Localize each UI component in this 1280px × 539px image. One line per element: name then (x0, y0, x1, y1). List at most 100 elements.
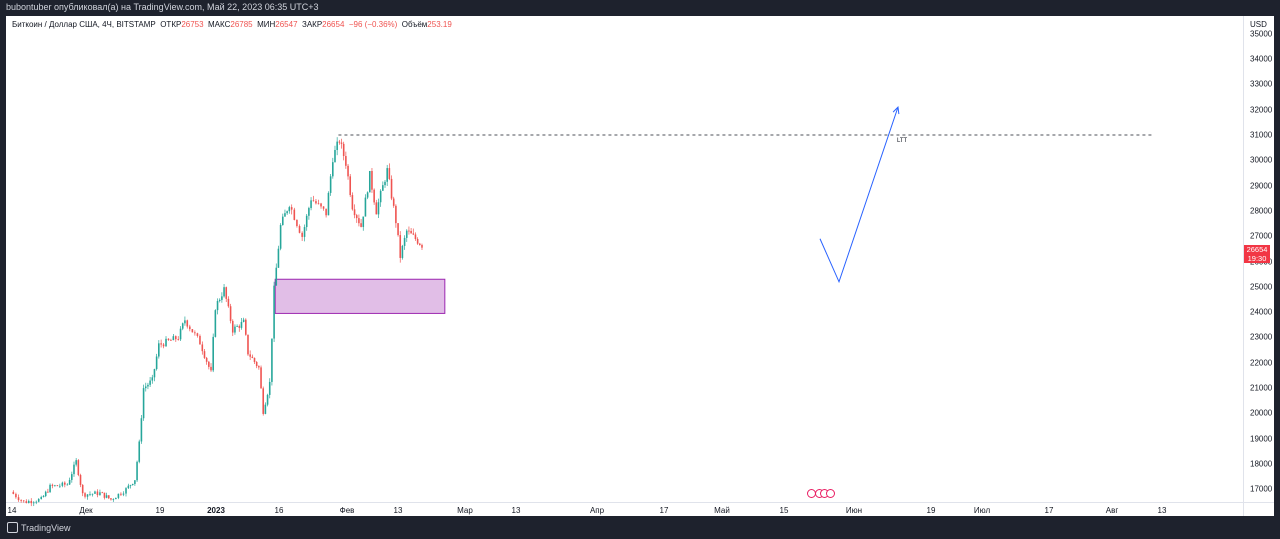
close-label: ЗАКР (301, 20, 323, 29)
candle (322, 206, 325, 211)
bar-countdown: 19:30 (1247, 254, 1267, 263)
candle (51, 483, 54, 489)
candle (101, 491, 104, 494)
candle (364, 194, 367, 217)
candle (281, 213, 284, 226)
demand-zone[interactable] (274, 278, 446, 314)
candle (199, 334, 201, 345)
price-tick-label: 28000 (1250, 206, 1273, 216)
time-tick-label: 19 (155, 506, 165, 515)
event-icon[interactable] (826, 489, 835, 498)
candle (227, 296, 230, 308)
candle (353, 204, 356, 219)
candle (212, 333, 214, 373)
candle (107, 495, 110, 500)
candle (122, 491, 125, 497)
candle (405, 229, 408, 242)
candle (301, 231, 303, 241)
candle (125, 487, 127, 497)
candle (296, 219, 298, 228)
candle (162, 342, 165, 349)
candle (218, 298, 221, 303)
candle (81, 484, 84, 497)
volume-value: 253.19 (427, 20, 452, 29)
candle (172, 334, 175, 341)
price-tick-label: 25000 (1250, 282, 1273, 292)
candle (103, 492, 106, 500)
candle (414, 232, 417, 241)
candle (349, 174, 352, 198)
candle (260, 365, 262, 389)
candle (351, 192, 354, 211)
candle (153, 368, 156, 382)
candle (266, 393, 269, 407)
candle (421, 243, 423, 251)
candle (117, 493, 120, 500)
candle (61, 481, 64, 488)
candle (325, 208, 327, 218)
candle (268, 378, 271, 399)
time-tick-label: 13 (393, 506, 403, 515)
candle (56, 485, 59, 487)
candle (37, 498, 40, 503)
candle (115, 497, 117, 500)
price-axis-divider (1243, 16, 1244, 516)
candle (223, 283, 225, 298)
candle (64, 481, 66, 488)
candle (191, 328, 194, 333)
candle (234, 324, 236, 335)
time-tick-label: 14 (7, 506, 17, 515)
candle (35, 500, 38, 505)
time-tick-label: 17 (1044, 506, 1054, 515)
candle (94, 490, 96, 494)
candle (42, 495, 45, 498)
candle (395, 204, 397, 228)
candle (238, 324, 241, 332)
change-value: −96 (−0.36%) (348, 20, 398, 29)
candle (77, 459, 80, 477)
candle (155, 353, 158, 371)
projection-path[interactable] (819, 106, 899, 284)
candle (388, 163, 391, 181)
candle (27, 499, 30, 504)
candle (371, 168, 373, 193)
high-value: 26785 (230, 20, 253, 29)
candle (54, 484, 56, 487)
candle (262, 386, 265, 416)
price-tick-label: 31000 (1250, 130, 1273, 140)
close-value: 26654 (322, 20, 345, 29)
candle (30, 498, 33, 507)
candle (362, 216, 365, 231)
candle (258, 365, 260, 370)
time-axis-divider (6, 502, 1274, 503)
low-label: МИН (257, 20, 276, 29)
candle (170, 338, 172, 341)
arrow-head-icon (892, 106, 900, 115)
candle (71, 471, 73, 483)
time-tick-label: Мар (457, 506, 473, 515)
candle (338, 139, 341, 145)
candle (273, 281, 275, 342)
candle (412, 228, 415, 236)
price-tick-label: 35000 (1250, 29, 1273, 39)
open-value: 26753 (181, 20, 204, 29)
candle (303, 224, 306, 242)
candle (317, 199, 320, 205)
candle (240, 318, 243, 330)
candle (127, 483, 130, 489)
candle (205, 356, 208, 365)
price-tick-label: 32000 (1250, 105, 1273, 115)
symbol-name[interactable]: Биткоин / Доллар США, 4Ч, BITSTAMP (12, 20, 156, 29)
low-value: 26547 (275, 20, 298, 29)
candle (129, 484, 132, 489)
candle (20, 499, 22, 503)
candle (68, 477, 71, 485)
price-tick-label: 18000 (1250, 459, 1273, 469)
chart-pane[interactable] (6, 16, 1274, 516)
time-tick-label: 13 (1157, 506, 1167, 515)
candle (247, 334, 249, 356)
candle (66, 483, 69, 486)
currency-label[interactable]: USD (1250, 20, 1267, 29)
candle (208, 360, 210, 370)
